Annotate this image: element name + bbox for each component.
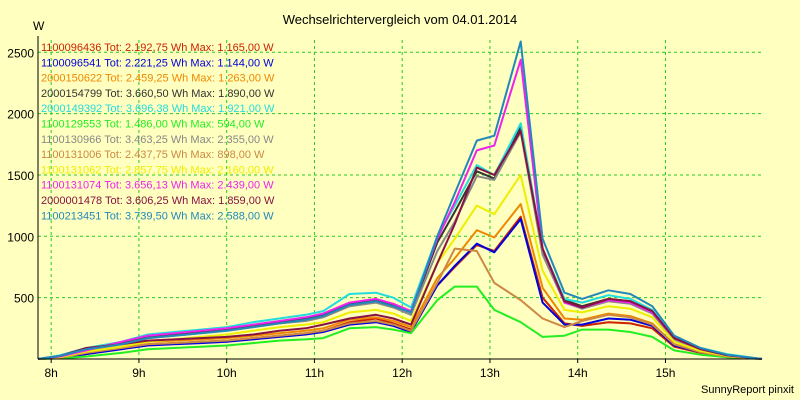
series-layer <box>37 40 763 360</box>
y-axis-label: W <box>33 19 45 33</box>
y-tick-label: 2500 <box>7 46 34 60</box>
x-tick-label: 12h <box>392 366 412 380</box>
x-tick-label: 10h <box>217 366 237 380</box>
y-tick-label: 500 <box>14 292 34 306</box>
series-line-2000001478 <box>37 129 763 360</box>
chart-title: Wechselrichtervergleich vom 04.01.2014 <box>283 12 518 27</box>
series-line-2000150622 <box>37 203 763 360</box>
legend-entry-1100096436: 1100096436 Tot: 2.192,75 Wh Max: 1.165,0… <box>41 42 274 54</box>
series-line-1100213451 <box>37 40 763 360</box>
series-line-2000149392 <box>37 122 763 360</box>
legend-entry-2000154799: 2000154799 Tot: 3.660,50 Wh Max: 1.890,0… <box>41 88 275 100</box>
y-tick-label: 1500 <box>7 169 34 183</box>
axis-layer: 500 1000 1500 2000 2500 8h 9h 10h 11h 12h 13h 14h 15… <box>7 36 762 380</box>
series-line-1100131006 <box>37 247 763 360</box>
x-tick-label: 14h <box>568 366 588 380</box>
y-tick-label: 2000 <box>7 108 34 122</box>
legend-entry-1100129553: 1100129553 Tot: 1.486,00 Wh Max: 594,00 … <box>41 119 265 131</box>
legend-entry-1100130966: 1100130966 Tot: 3.463,25 Wh Max: 2.355,0… <box>41 134 274 146</box>
legend-entry-1100131062: 1100131062 Tot: 2.857,75 Wh Max: 2.160,0… <box>41 164 274 176</box>
legend-entry-2000149392: 2000149392 Tot: 3.696,38 Wh Max: 1.921,0… <box>41 103 275 115</box>
x-tick-label: 11h <box>305 366 324 380</box>
x-tick-label: 15h <box>655 366 675 380</box>
x-tick-label: 8h <box>44 366 57 380</box>
footer-credit: SunnyReport pinxit <box>701 384 794 396</box>
legend: 1100096436 Tot: 2.192,75 Wh Max: 1.165,0… <box>41 42 275 222</box>
legend-entry-2000001478: 2000001478 Tot: 3.606,25 Wh Max: 1.859,0… <box>41 195 275 207</box>
legend-entry-1100131006: 1100131006 Tot: 2.437,75 Wh Max: 898,00 … <box>41 149 265 161</box>
series-line-1100129553 <box>37 285 763 360</box>
x-tick-label: 13h <box>480 366 500 380</box>
y-tick-label: 1000 <box>7 230 34 244</box>
legend-entry-1100213451: 1100213451 Tot: 3.739,50 Wh Max: 2.588,0… <box>41 210 274 222</box>
legend-entry-1100131074: 1100131074 Tot: 3.656,13 Wh Max: 2.439,0… <box>41 180 274 192</box>
legend-entry-1100096541: 1100096541 Tot: 2.221,25 Wh Max: 1.144,0… <box>41 57 274 69</box>
legend-entry-2000150622: 2000150622 Tot: 2.459,25 Wh Max: 1.263,0… <box>41 73 275 85</box>
x-tick-label: 9h <box>132 366 145 380</box>
